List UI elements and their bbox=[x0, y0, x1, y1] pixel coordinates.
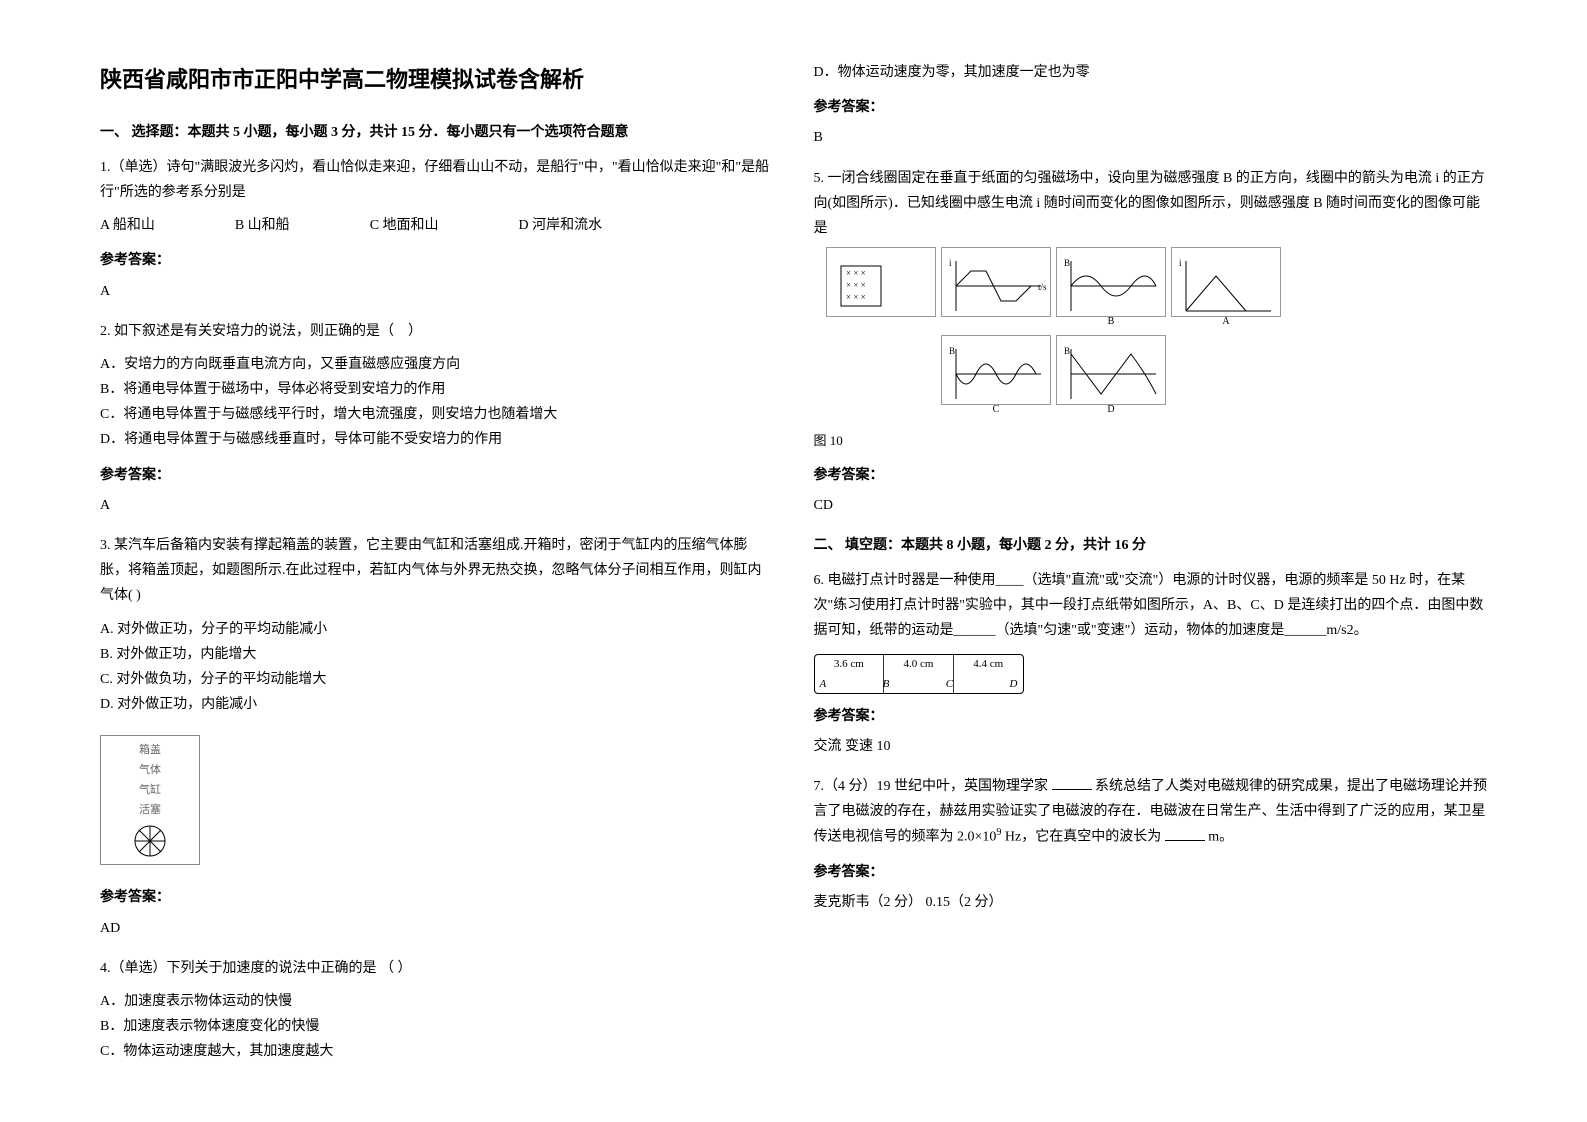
q2-optA: A．安培力的方向既垂直电流方向，又垂直磁感应强度方向 bbox=[100, 352, 774, 377]
q5-graphs: × × × × × × × × × t/s i bbox=[814, 241, 1294, 411]
current-wave-icon: t/s i bbox=[946, 256, 1046, 316]
right-column: D．物体运动速度为零，其加速度一定也为零 参考答案： B 5. 一闭合线圈固定在… bbox=[794, 60, 1508, 1062]
q4-optD: D．物体运动速度为零，其加速度一定也为零 bbox=[814, 60, 1488, 85]
q4-optB: B．加速度表示物体速度变化的快慢 bbox=[100, 1014, 774, 1039]
question-5: 5. 一闭合线圈固定在垂直于纸面的匀强磁场中，设向里为磁感强度 B 的正方向，线… bbox=[814, 166, 1488, 518]
q7-answer: 麦克斯韦（2 分） 0.15（2 分） bbox=[814, 890, 1488, 915]
q1-optA: A 船和山 bbox=[100, 213, 155, 238]
wave-icon: B bbox=[1061, 256, 1161, 316]
q3-optD: D. 对外做正功，内能减小 bbox=[100, 692, 774, 717]
question-2: 2. 如下叙述是有关安培力的说法，则正确的是（ ） A．安培力的方向既垂直电流方… bbox=[100, 319, 774, 518]
coil-icon: × × × × × × × × × bbox=[831, 256, 931, 316]
q4-answer-label: 参考答案： bbox=[814, 95, 1488, 120]
q7-p4: m。 bbox=[1208, 830, 1233, 845]
q1-answer: A bbox=[100, 279, 774, 304]
q1-optB: B 山和船 bbox=[235, 213, 290, 238]
line-icon: i bbox=[1176, 256, 1276, 316]
q1-optC: C 地面和山 bbox=[370, 213, 439, 238]
q4-optC: C．物体运动速度越大，其加速度越大 bbox=[100, 1039, 774, 1064]
section1-header: 一、 选择题：本题共 5 小题，每小题 3 分，共计 15 分．每小题只有一个选… bbox=[100, 120, 774, 145]
q2-optC: C．将通电导体置于与磁感线平行时，增大电流强度，则安培力也随着增大 bbox=[100, 402, 774, 427]
q3-answer-label: 参考答案： bbox=[100, 885, 774, 910]
q3-diag-l3: 活塞 bbox=[106, 801, 194, 821]
q1-optD: D 河岸和流水 bbox=[519, 213, 603, 238]
section2-header: 二、 填空题：本题共 8 小题，每小题 2 分，共计 16 分 bbox=[814, 533, 1488, 558]
q3-diag-l2: 气缸 bbox=[106, 781, 194, 801]
q1-answer-label: 参考答案： bbox=[100, 248, 774, 273]
q2-options: A．安培力的方向既垂直电流方向，又垂直磁感应强度方向 B．将通电导体置于磁场中，… bbox=[100, 352, 774, 453]
tape-pt-B: B bbox=[883, 675, 890, 695]
q5-label-B: B bbox=[1108, 313, 1115, 331]
q6-stem: 6. 电磁打点计时器是一种使用____（选填"直流"或"交流"）电源的计时仪器，… bbox=[814, 568, 1488, 644]
q7-blank1 bbox=[1052, 776, 1092, 790]
q3-answer: AD bbox=[100, 916, 774, 941]
q6-answer: 交流 变速 10 bbox=[814, 734, 1488, 759]
q7-p1: 7.（4 分）19 世纪中叶，英国物理学家 bbox=[814, 779, 1049, 794]
q6-tape-diagram: 3.6 cm 4.0 cm 4.4 cm A B C D bbox=[814, 654, 1024, 694]
tape-pt-C: C bbox=[946, 675, 953, 695]
svg-text:B: B bbox=[1064, 258, 1070, 268]
q2-answer-label: 参考答案： bbox=[100, 463, 774, 488]
tape-pt-D: D bbox=[1010, 675, 1018, 695]
q5-label-C: C bbox=[993, 401, 1000, 419]
q2-optB: B．将通电导体置于磁场中，导体必将受到安培力的作用 bbox=[100, 377, 774, 402]
q2-optD: D．将通电导体置于与磁感线垂直时，导体可能不受安培力的作用 bbox=[100, 427, 774, 452]
q5-label-A: A bbox=[1222, 313, 1229, 331]
question-3: 3. 某汽车后备箱内安装有撑起箱盖的装置，它主要由气缸和活塞组成.开箱时，密闭于… bbox=[100, 533, 774, 941]
q3-optA: A. 对外做正功，分子的平均动能减小 bbox=[100, 617, 774, 642]
q5-graph-D: B D bbox=[1056, 335, 1166, 405]
svg-text:B: B bbox=[1064, 346, 1070, 356]
q3-optB: B. 对外做正功，内能增大 bbox=[100, 642, 774, 667]
q5-graph-A: i A bbox=[1171, 247, 1281, 317]
q7-blank2 bbox=[1165, 827, 1205, 841]
gear-icon bbox=[130, 821, 170, 861]
q1-stem: 1.（单选）诗句"满眼波光多闪灼，看山恰似走来迎，仔细看山山不动，是船行"中，"… bbox=[100, 155, 774, 205]
q4-optA: A．加速度表示物体运动的快慢 bbox=[100, 989, 774, 1014]
svg-text:× × ×: × × × bbox=[846, 292, 866, 302]
svg-text:i: i bbox=[949, 258, 952, 268]
q3-diagram: 箱盖 气体 气缸 活塞 bbox=[100, 735, 200, 865]
question-4: 4.（单选）下列关于加速度的说法中正确的是 （ ） A．加速度表示物体运动的快慢… bbox=[100, 956, 774, 1065]
q3-stem: 3. 某汽车后备箱内安装有撑起箱盖的装置，它主要由气缸和活塞组成.开箱时，密闭于… bbox=[100, 533, 774, 609]
svg-text:t/s: t/s bbox=[1038, 282, 1046, 292]
q5-graph-B: B B bbox=[1056, 247, 1166, 317]
q3-diag-l1: 气体 bbox=[106, 761, 194, 781]
question-1: 1.（单选）诗句"满眼波光多闪灼，看山恰似走来迎，仔细看山山不动，是船行"中，"… bbox=[100, 155, 774, 304]
wave-icon: B bbox=[1061, 344, 1161, 404]
svg-text:× × ×: × × × bbox=[846, 268, 866, 278]
tape-pt-A: A bbox=[820, 675, 827, 695]
q3-diag-l0: 箱盖 bbox=[106, 741, 194, 761]
q4-answer: B bbox=[814, 125, 1488, 150]
left-column: 陕西省咸阳市市正阳中学高二物理模拟试卷含解析 一、 选择题：本题共 5 小题，每… bbox=[80, 60, 794, 1062]
q7-answer-label: 参考答案： bbox=[814, 860, 1488, 885]
svg-text:B: B bbox=[949, 346, 955, 356]
q2-stem: 2. 如下叙述是有关安培力的说法，则正确的是（ ） bbox=[100, 319, 774, 344]
q5-fig-label: 图 10 bbox=[814, 429, 1488, 452]
q5-label-D: D bbox=[1107, 401, 1114, 419]
q2-answer: A bbox=[100, 493, 774, 518]
q5-graph-C: B C bbox=[941, 335, 1051, 405]
q1-options: A 船和山 B 山和船 C 地面和山 D 河岸和流水 bbox=[100, 213, 774, 238]
page-title: 陕西省咸阳市市正阳中学高二物理模拟试卷含解析 bbox=[100, 60, 774, 100]
q7-p3: Hz，它在真空中的波长为 bbox=[1005, 830, 1161, 845]
q3-options: A. 对外做正功，分子的平均动能减小 B. 对外做正功，内能增大 C. 对外做负… bbox=[100, 617, 774, 718]
svg-text:× × ×: × × × bbox=[846, 280, 866, 290]
question-6: 6. 电磁打点计时器是一种使用____（选填"直流"或"交流"）电源的计时仪器，… bbox=[814, 568, 1488, 759]
svg-text:i: i bbox=[1179, 258, 1182, 268]
tape-point-labels: A B C D bbox=[815, 675, 1023, 695]
q5-i-graph: t/s i bbox=[941, 247, 1051, 317]
q5-circuit-diagram: × × × × × × × × × bbox=[826, 247, 936, 317]
q6-answer-label: 参考答案： bbox=[814, 704, 1488, 729]
wave-icon: B bbox=[946, 344, 1046, 404]
question-7: 7.（4 分）19 世纪中叶，英国物理学家 系统总结了人类对电磁规律的研究成果，… bbox=[814, 774, 1488, 916]
q5-stem: 5. 一闭合线圈固定在垂直于纸面的匀强磁场中，设向里为磁感强度 B 的正方向，线… bbox=[814, 166, 1488, 242]
q7-exp: 9 bbox=[996, 827, 1001, 838]
q3-optC: C. 对外做负功，分子的平均动能增大 bbox=[100, 667, 774, 692]
q4-options: A．加速度表示物体运动的快慢 B．加速度表示物体速度变化的快慢 C．物体运动速度… bbox=[100, 989, 774, 1065]
q4-stem: 4.（单选）下列关于加速度的说法中正确的是 （ ） bbox=[100, 956, 774, 981]
q5-answer: CD bbox=[814, 493, 1488, 518]
q5-answer-label: 参考答案： bbox=[814, 463, 1488, 488]
